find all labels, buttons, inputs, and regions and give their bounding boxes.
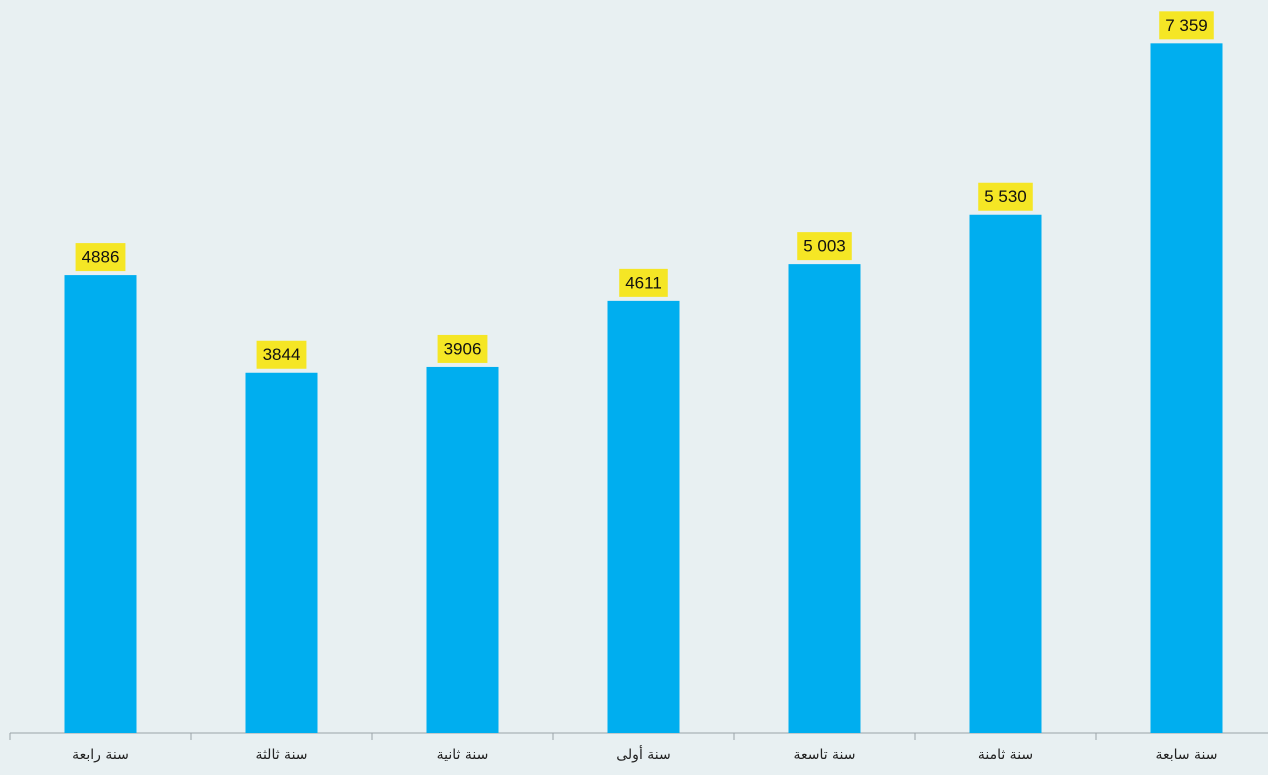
value-label: 4611 bbox=[625, 273, 662, 292]
value-label: 3844 bbox=[263, 345, 301, 364]
bar bbox=[426, 366, 499, 733]
value-label-bg bbox=[797, 232, 852, 261]
bar bbox=[64, 275, 137, 733]
value-label-bg bbox=[1159, 11, 1214, 40]
x-tick-label: سنة سابعة bbox=[1155, 747, 1217, 763]
value-label-bg bbox=[437, 334, 488, 363]
x-tick-label: سنة ثالثة bbox=[255, 747, 307, 763]
value-label: 7 359 bbox=[1165, 16, 1208, 35]
value-label: 5 530 bbox=[984, 187, 1027, 206]
x-tick-label: سنة تاسعة bbox=[793, 747, 855, 763]
value-label-bg bbox=[978, 182, 1033, 211]
value-label: 4886 bbox=[82, 248, 120, 267]
bar bbox=[969, 214, 1042, 733]
value-label: 5 003 bbox=[803, 237, 846, 256]
x-tick-label: سنة رابعة bbox=[72, 747, 129, 763]
x-tick-label: سنة ثانية bbox=[437, 747, 489, 763]
x-tick-label: سنة أولى bbox=[616, 745, 671, 763]
value-label-bg bbox=[75, 243, 126, 272]
value-label-bg bbox=[619, 268, 668, 297]
value-label: 3906 bbox=[444, 339, 482, 358]
bar bbox=[607, 300, 680, 733]
bar bbox=[1150, 43, 1223, 734]
value-label-bg bbox=[256, 340, 307, 369]
bar bbox=[788, 264, 861, 733]
x-tick-label: سنة ثامنة bbox=[978, 747, 1033, 763]
bar bbox=[245, 372, 318, 733]
